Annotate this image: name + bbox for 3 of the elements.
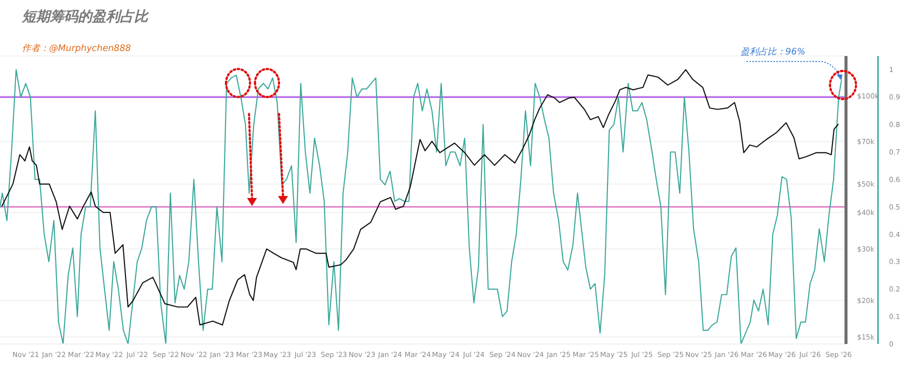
annotation: 盈利占比：96%	[740, 46, 806, 58]
text: 作者：@Murphychen888	[22, 42, 131, 55]
chart-title: 短期筹码的盈利占比	[22, 8, 148, 26]
